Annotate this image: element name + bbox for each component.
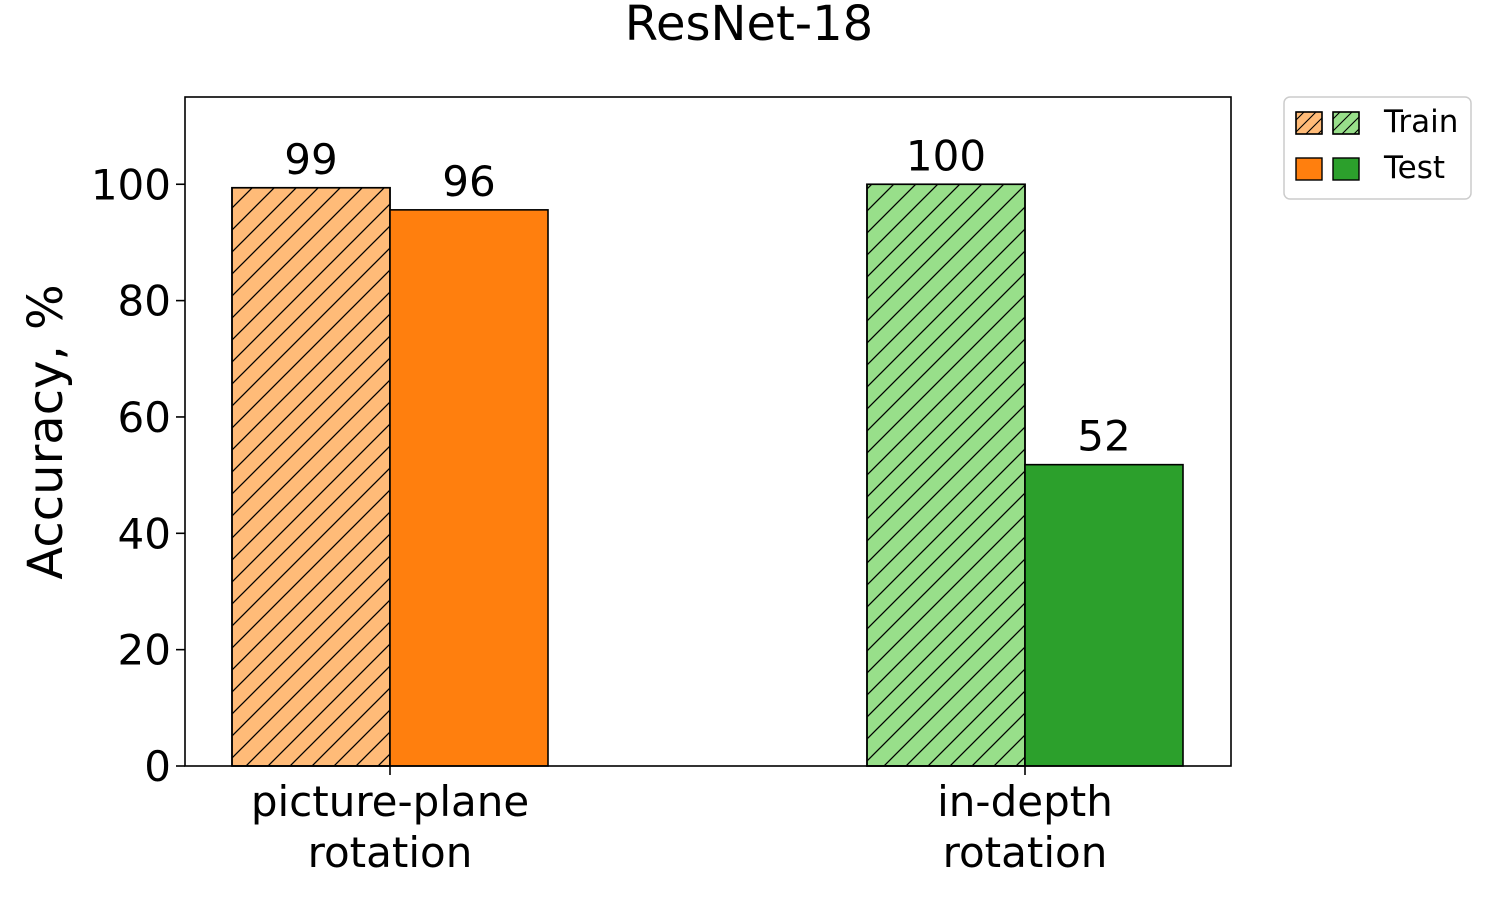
legend-label: Test	[1383, 150, 1445, 186]
x-tick-label: rotation	[943, 828, 1108, 877]
bar-hatch	[866, 183, 1026, 767]
bar-test	[389, 209, 549, 767]
legend-swatch-hatch	[1332, 111, 1360, 135]
legend-swatch	[1332, 157, 1360, 181]
y-tick-label: 40	[118, 509, 171, 558]
plot-area	[231, 183, 1184, 767]
data-label: 52	[1077, 412, 1130, 461]
y-tick-label: 60	[118, 393, 171, 442]
x-tick-label: rotation	[308, 828, 473, 877]
legend: Train Test	[1283, 96, 1472, 200]
chart-title: ResNet-18	[625, 0, 873, 52]
legend-box	[1283, 96, 1472, 200]
legend-swatch-hatch	[1295, 111, 1323, 135]
x-tick-label: picture-plane	[251, 777, 529, 826]
bar-hatch	[231, 186, 391, 767]
data-label: 96	[442, 157, 495, 206]
y-tick-label: 0	[144, 742, 171, 791]
x-tick-label: in-depth	[937, 777, 1113, 826]
data-label: 100	[906, 131, 986, 180]
plot-frame	[184, 96, 1232, 767]
bar-test	[1024, 463, 1184, 767]
y-tick-label: 100	[91, 160, 171, 209]
data-labels: 99 96 100 52	[284, 131, 1130, 460]
legend-swatch	[1295, 157, 1323, 181]
data-label: 99	[284, 135, 337, 184]
y-axis: 0 20 40 60 80 100	[91, 160, 185, 791]
y-tick-label: 80	[118, 277, 171, 326]
y-tick-label: 20	[118, 626, 171, 675]
y-axis-label: Accuracy, %	[18, 284, 74, 579]
legend-label: Train	[1383, 104, 1458, 140]
